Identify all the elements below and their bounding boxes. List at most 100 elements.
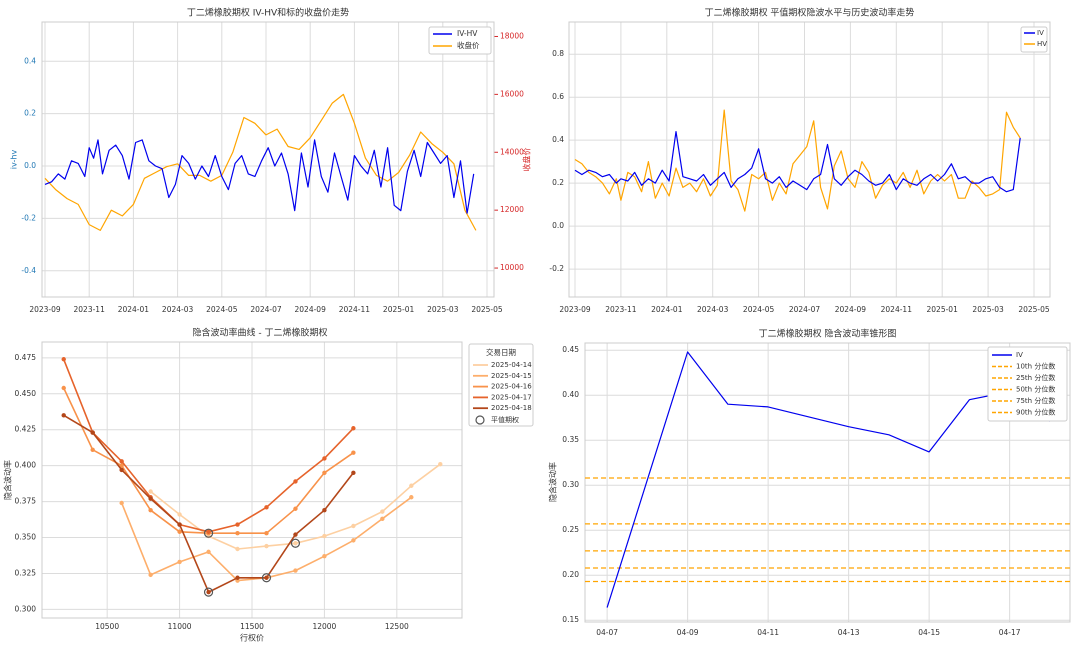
p3-point: [351, 538, 356, 543]
p3-y-tick: 0.425: [15, 425, 37, 434]
p3-legend-atm-label: 平值期权: [491, 415, 519, 424]
p3-point: [322, 507, 327, 513]
p4-legend-label: 10th 分位数: [1016, 362, 1055, 371]
p3-point: [235, 546, 240, 552]
p3-point: [380, 509, 385, 514]
p4-x-tick: 04-07: [596, 628, 618, 637]
p3-point: [119, 467, 124, 473]
p3-point: [322, 470, 327, 476]
p3-point: [351, 426, 356, 431]
p4-frame: [584, 342, 1071, 623]
p3-x-tick: 12000: [312, 622, 336, 631]
p1-y-tick: 0.2: [24, 109, 36, 118]
p1-x-tick: 2024-09: [295, 305, 327, 314]
p1-x-tick: 2023-09: [29, 305, 61, 314]
p3-legend-label: 2025-04-16: [491, 383, 532, 391]
p3-point: [264, 530, 269, 536]
p2-x-tick: 2024-07: [789, 305, 821, 314]
p2-x-tick: 2024-11: [881, 305, 913, 314]
p2-y-tick: 0.8: [552, 49, 564, 58]
p4-legend-label: 90th 分位数: [1016, 408, 1055, 417]
p3-x-tick: 11500: [240, 622, 264, 631]
p1-x-tick: 2025-01: [383, 305, 415, 314]
p3-point: [235, 522, 240, 527]
p2-y-tick: -0.2: [549, 264, 564, 273]
p4-x-tick: 04-09: [677, 628, 699, 637]
p3-point: [293, 506, 298, 511]
p4-x-tick: 04-11: [757, 628, 779, 637]
p3-point: [61, 385, 66, 391]
p1-x-tick: 2024-03: [162, 305, 194, 314]
p3-y-tick: 0.325: [15, 568, 37, 577]
p3-point: [235, 530, 240, 536]
p3-x-tick: 10500: [95, 622, 119, 631]
p4-y-label: 隐含波动率: [548, 462, 558, 502]
p3-point: [293, 541, 298, 546]
p2-legend-label: HV: [1037, 40, 1047, 48]
p3-point: [351, 470, 356, 476]
p4-y-tick: 0.45: [562, 345, 579, 354]
p3-y-tick: 0.400: [15, 461, 37, 470]
p2-x-tick: 2025-01: [927, 305, 959, 314]
p1-series-ivhv: [44, 139, 475, 214]
p3-atm-marker: [203, 528, 214, 538]
p3-point: [322, 533, 327, 539]
p3-point: [148, 572, 153, 578]
p1-series-close: [44, 93, 477, 231]
p1-y-right-tick: 10000: [500, 263, 524, 272]
p3-y-tick: 0.350: [15, 533, 37, 542]
p3-point: [119, 463, 124, 468]
p3-point: [90, 447, 95, 453]
p1-title: 丁二烯橡胶期权 IV-HV和标的收盘价走势: [187, 7, 349, 19]
p3-point: [206, 589, 211, 595]
p3-point: [119, 500, 124, 506]
p2-y-tick: 0.6: [552, 92, 564, 101]
p1-y-right-tick: 12000: [500, 205, 524, 214]
p3-point: [322, 553, 327, 559]
p3-point: [90, 430, 95, 435]
p3-point: [61, 413, 66, 418]
p3-point: [351, 450, 356, 455]
p3-atm-marker: [261, 573, 272, 583]
p2-x-tick: 2023-09: [559, 305, 591, 314]
p1-frame: [41, 21, 495, 298]
p3-point: [293, 479, 298, 484]
p1-y-right-tick: 18000: [500, 31, 524, 40]
p3-point: [206, 549, 211, 555]
p4-x-tick: 04-13: [838, 628, 860, 637]
p4-y-tick: 0.40: [562, 390, 579, 399]
p1-y-tick: -0.4: [21, 266, 36, 275]
p4-legend-label: IV: [1016, 351, 1023, 359]
p1-y-right-label: 收盘价: [522, 148, 532, 172]
p2-legend-label: IV: [1037, 29, 1044, 37]
p3-legend-label: 2025-04-17: [491, 393, 532, 401]
p4-x-tick: 04-15: [918, 628, 940, 637]
p1-x-tick: 2024-07: [250, 305, 282, 314]
p3-point: [61, 357, 66, 362]
p2-y-tick: 0.4: [552, 135, 564, 144]
p1-y-label: iv-hv: [10, 150, 19, 170]
p3-point: [264, 505, 269, 510]
p3-legend-label: 2025-04-14: [491, 361, 532, 369]
p3-title: 隐含波动率曲线 - 丁二烯橡胶期权: [193, 327, 328, 339]
p2-y-tick: 0.0: [552, 221, 564, 230]
p1-y-tick: -0.2: [21, 213, 36, 222]
p1-legend-label: IV-HV: [457, 29, 478, 38]
p3-y-tick: 0.375: [15, 497, 37, 506]
p1-x-tick: 2024-01: [118, 305, 150, 314]
p3-y-label: 隐含波动率: [3, 460, 13, 500]
p3-point: [409, 483, 414, 488]
p3-point: [264, 543, 269, 549]
p3-point: [148, 496, 153, 501]
p4-y-tick: 0.35: [562, 435, 579, 444]
p3-legend-label: 2025-04-18: [491, 404, 532, 412]
p4-y-tick: 0.25: [562, 525, 579, 534]
p3-x-label: 行权价: [240, 633, 264, 643]
p1-x-tick: 2025-05: [471, 305, 503, 314]
p2-x-tick: 2025-03: [972, 305, 1004, 314]
p2-title: 丁二烯橡胶期权 平值期权隐波水平与历史波动率走势: [705, 7, 915, 19]
p3-point: [322, 456, 327, 461]
p4-x-tick: 04-17: [999, 628, 1021, 637]
p3-legend-atm-marker: [475, 415, 485, 425]
